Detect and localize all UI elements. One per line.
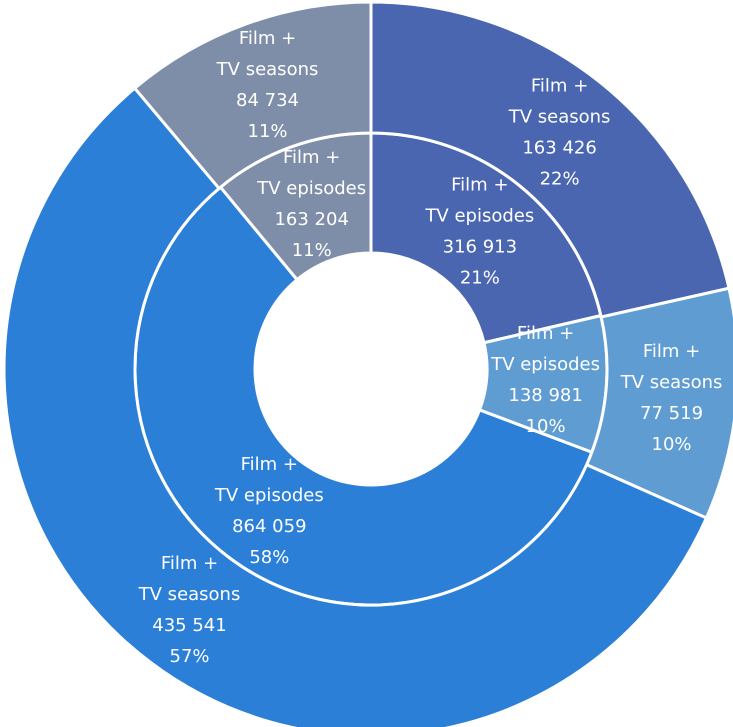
label-line: 58%: [249, 547, 289, 568]
segment-label: Film + TV seasons 77 519 10%: [620, 341, 723, 455]
label-line: 138 981: [508, 385, 582, 406]
label-line: 10%: [526, 416, 566, 437]
label-line: 163 204: [274, 209, 348, 230]
label-line: 11%: [248, 121, 288, 142]
donut-segment: [132, 0, 373, 191]
label-line: TV episodes: [256, 178, 366, 199]
segment-label: Film + TV episodes 316 913 21%: [424, 174, 534, 288]
label-line: 864 059: [232, 516, 306, 537]
label-line: 77 519: [640, 403, 703, 424]
label-line: 163 426: [522, 138, 596, 159]
label-line: 316 913: [443, 236, 517, 257]
segment-label: Film + TV episodes 864 059 58%: [214, 454, 324, 568]
label-line: 21%: [460, 267, 500, 288]
label-line: 11%: [292, 240, 332, 261]
label-line: TV seasons: [138, 584, 241, 605]
label-line: Film +: [517, 323, 574, 344]
label-line: Film +: [531, 76, 588, 97]
label-line: 22%: [540, 169, 580, 190]
segment-label: Film + TV episodes 138 981 10%: [490, 323, 600, 437]
segment-label: Film + TV seasons 163 426 22%: [508, 76, 611, 190]
label-line: Film +: [283, 147, 340, 168]
label-line: Film +: [451, 174, 508, 195]
label-line: 84 734: [236, 90, 299, 111]
label-line: Film +: [643, 341, 700, 362]
label-line: 10%: [652, 434, 692, 455]
label-line: 435 541: [152, 615, 226, 636]
donut-segment: [2, 86, 709, 727]
label-line: Film +: [239, 28, 296, 49]
label-line: TV episodes: [490, 354, 600, 375]
label-line: TV seasons: [216, 59, 319, 80]
label-line: TV seasons: [620, 372, 723, 393]
label-line: TV episodes: [424, 205, 534, 226]
segment-label: Film + TV seasons 84 734 11%: [216, 28, 319, 142]
donut-segment: [369, 0, 731, 319]
label-line: TV seasons: [508, 107, 611, 128]
segment-label: Film + TV seasons 435 541 57%: [138, 553, 241, 667]
label-line: TV episodes: [214, 485, 324, 506]
label-line: 57%: [170, 646, 210, 667]
segment-label: Film + TV episodes 163 204 11%: [256, 147, 366, 261]
label-line: Film +: [241, 454, 298, 475]
label-line: Film +: [161, 553, 218, 574]
